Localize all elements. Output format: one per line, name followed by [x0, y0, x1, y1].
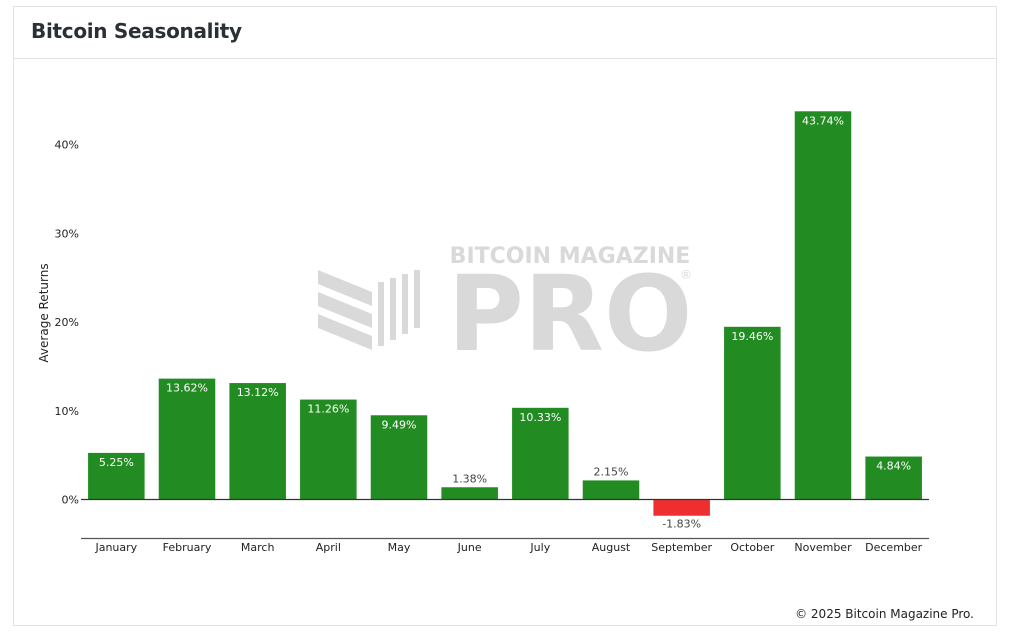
bar-value-label: 43.74% — [802, 114, 844, 127]
watermark-logo-stroke — [390, 278, 396, 340]
x-tick-label: July — [529, 541, 550, 554]
card-header: Bitcoin Seasonality — [14, 7, 996, 59]
bar — [158, 378, 216, 500]
y-tick-label: 0% — [62, 494, 79, 507]
watermark-logo-icon — [318, 270, 420, 350]
x-tick-label: October — [730, 541, 774, 554]
x-tick-label: March — [241, 541, 275, 554]
bar-value-label: 13.62% — [166, 382, 208, 395]
bar-value-label: 10.33% — [519, 411, 561, 424]
x-tick-label: December — [865, 541, 923, 554]
bar — [370, 415, 428, 500]
watermark-logo-stroke — [414, 270, 420, 328]
watermark-logo-stroke — [402, 274, 408, 334]
bar — [653, 499, 710, 516]
y-tick-label: 30% — [55, 227, 79, 240]
x-tick-label: June — [457, 541, 482, 554]
y-tick-label: 20% — [55, 316, 79, 329]
bar-value-label: 9.49% — [382, 418, 417, 431]
watermark-logo-stroke — [318, 292, 372, 328]
bar-value-label: 11.26% — [307, 403, 349, 416]
bar — [724, 326, 781, 500]
bar — [300, 399, 357, 500]
watermark-logo-stroke — [318, 314, 372, 350]
bitcoin-magazine-pro-watermark: BITCOIN MAGAZINE PRO ® — [318, 244, 692, 375]
chart-title: Bitcoin Seasonality — [31, 19, 242, 43]
y-tick-label: 10% — [55, 405, 79, 418]
x-tick-label: January — [94, 541, 137, 554]
bar-value-label: 13.12% — [237, 386, 279, 399]
value-labels-group: 5.25% 13.62% 13.12% 11.26% 9.49% 1.38% 10.33% 2… — [99, 114, 911, 530]
x-tick-label: August — [592, 541, 631, 554]
bar-value-label: 2.15% — [594, 465, 629, 478]
watermark-logo-stroke — [318, 270, 372, 306]
watermark-logo-stroke — [378, 282, 384, 346]
bar — [582, 480, 640, 500]
bar-value-label: 1.38% — [452, 472, 487, 485]
watermark-pro-text: PRO — [448, 253, 693, 375]
x-tick-label: September — [651, 541, 712, 554]
bar — [794, 111, 852, 500]
bar-value-label: -1.83% — [662, 518, 701, 531]
bar-value-label: 19.46% — [731, 330, 773, 343]
y-axis-label: Average Returns — [37, 263, 51, 362]
bar — [865, 456, 922, 500]
bar-value-label: 5.25% — [99, 456, 134, 469]
bar-value-label: 4.84% — [876, 460, 911, 473]
bar — [88, 452, 145, 500]
bars-group — [88, 111, 922, 516]
x-axis-ticks: January February March April May June July Augu… — [94, 541, 922, 554]
y-tick-label: 40% — [55, 139, 79, 152]
bar — [229, 383, 286, 500]
bar — [441, 487, 498, 500]
bar — [512, 407, 569, 500]
watermark-top-text: BITCOIN MAGAZINE — [450, 244, 691, 269]
copyright-footer: © 2025 Bitcoin Magazine Pro. — [795, 607, 974, 621]
x-tick-label: May — [388, 541, 411, 554]
x-tick-label: November — [794, 541, 852, 554]
x-tick-label: February — [163, 541, 212, 554]
x-tick-label: April — [316, 541, 341, 554]
watermark-registered-mark: ® — [680, 268, 692, 282]
y-axis-ticks: 0% 10% 20% 30% 40% — [55, 139, 79, 507]
